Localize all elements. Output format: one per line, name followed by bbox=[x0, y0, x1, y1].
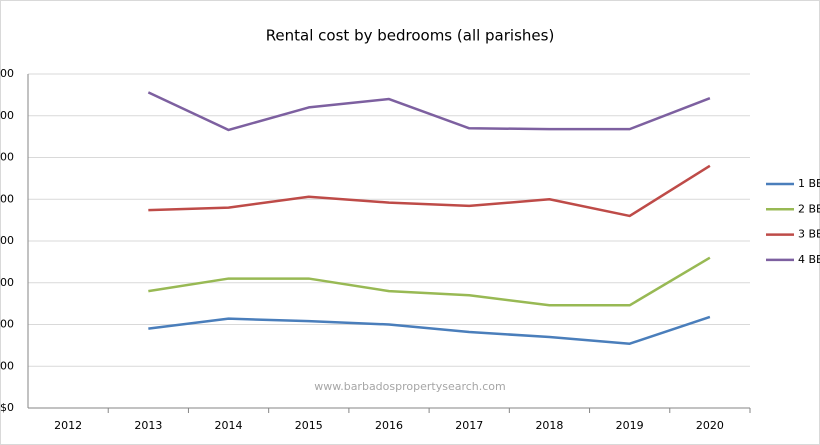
legend-label: 2 BED bbox=[798, 202, 820, 215]
x-tick-label: 2020 bbox=[696, 419, 724, 432]
x-tick-label: 2018 bbox=[535, 419, 563, 432]
x-tick-label: 2016 bbox=[375, 419, 403, 432]
y-tick-label: $0 bbox=[0, 401, 14, 414]
chart-title: Rental cost by bedrooms (all parishes) bbox=[266, 27, 555, 45]
y-tick-label: $1,500 bbox=[0, 276, 14, 289]
x-tick-label: 2013 bbox=[134, 419, 162, 432]
y-tick-label: $500 bbox=[0, 359, 14, 372]
series-line bbox=[148, 315, 711, 345]
x-tick-label: 2019 bbox=[616, 419, 644, 432]
series-line bbox=[148, 256, 711, 307]
x-tick-label: 2014 bbox=[215, 419, 243, 432]
x-tick-label: 2017 bbox=[455, 419, 483, 432]
legend-label: 4 BED bbox=[798, 253, 820, 266]
y-tick-label: $4,000 bbox=[0, 67, 14, 80]
y-tick-label: $2,500 bbox=[0, 192, 14, 205]
series-line bbox=[147, 91, 711, 132]
series-line bbox=[148, 164, 711, 218]
x-tick-label: 2012 bbox=[54, 419, 82, 432]
y-tick-label: $1,000 bbox=[0, 318, 14, 331]
y-tick-label: $3,000 bbox=[0, 151, 14, 164]
y-tick-label: $3,500 bbox=[0, 109, 14, 122]
legend-label: 1 BED bbox=[798, 177, 820, 190]
y-tick-label: $2,000 bbox=[0, 234, 14, 247]
x-tick-label: 2015 bbox=[295, 419, 323, 432]
watermark: www.barbadospropertysearch.com bbox=[314, 380, 506, 393]
legend-label: 3 BED bbox=[798, 228, 820, 241]
